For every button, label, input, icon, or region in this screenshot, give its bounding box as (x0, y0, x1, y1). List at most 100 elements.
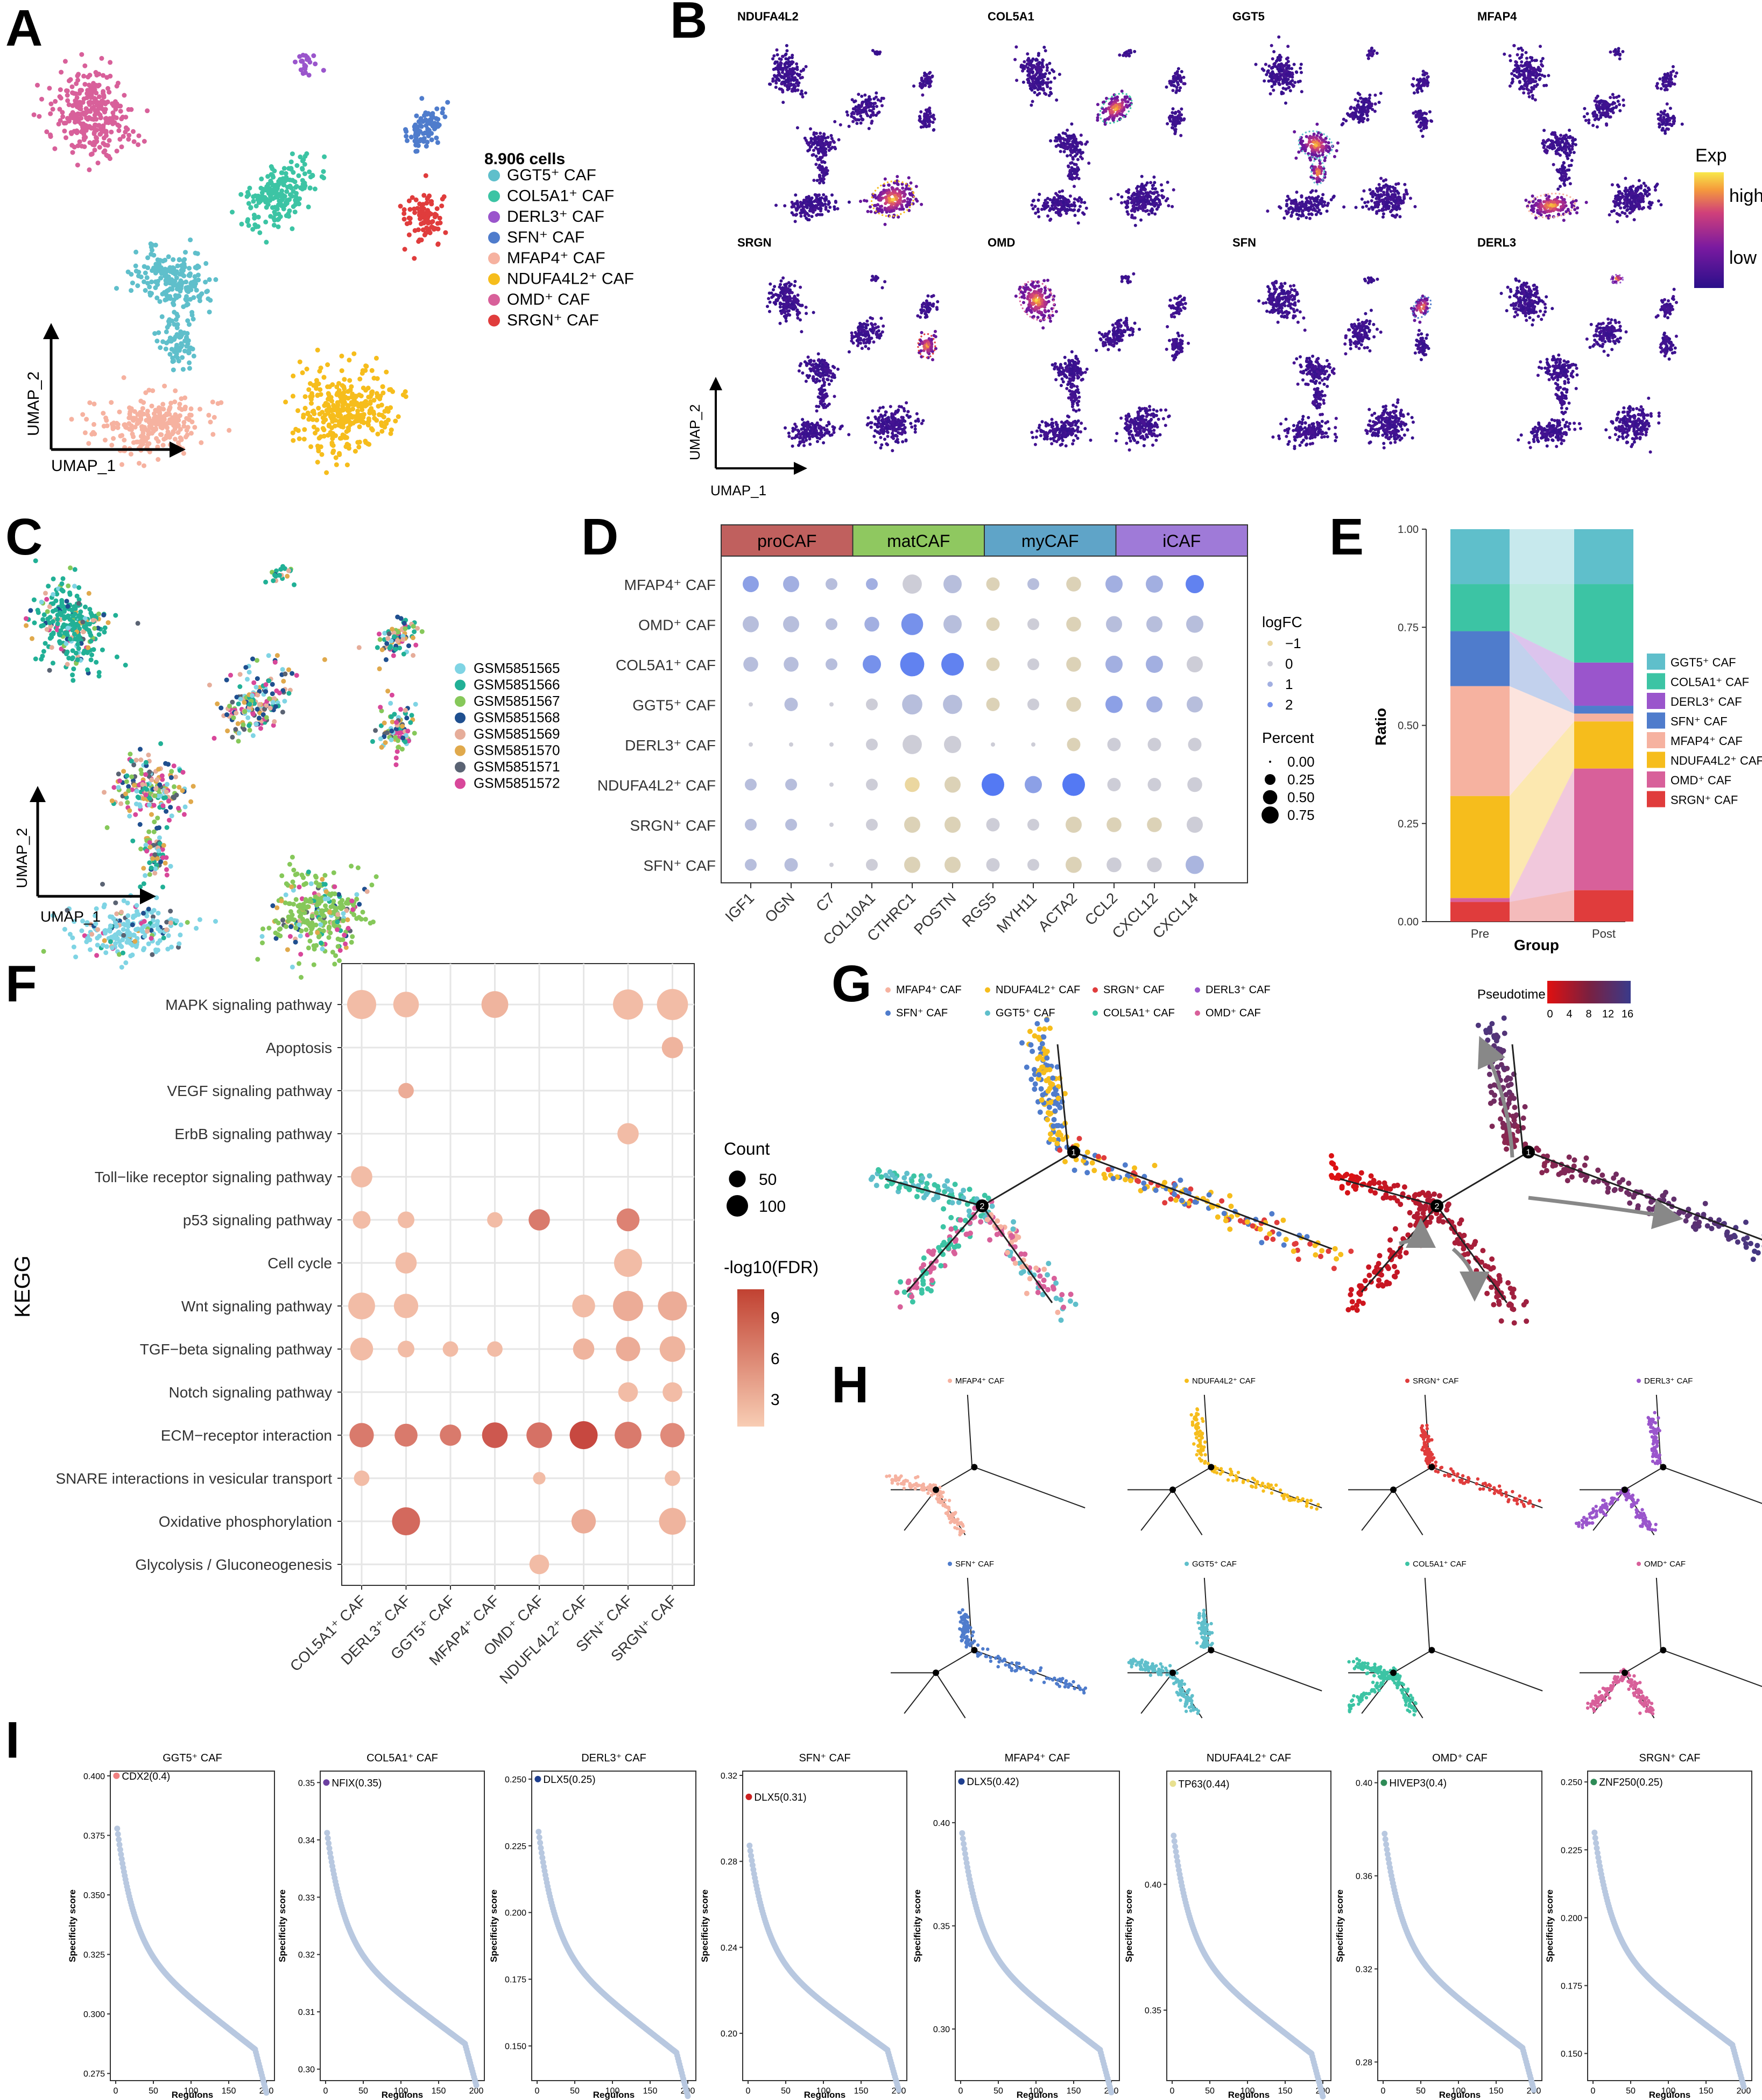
expr-point (1270, 76, 1274, 80)
cell-point (131, 139, 137, 144)
expr-point (1081, 151, 1084, 154)
cell-point (88, 152, 94, 157)
expr-point (1128, 196, 1132, 200)
cluster-sfn (403, 96, 450, 154)
expr-point (1291, 71, 1294, 75)
expr-point (819, 141, 822, 145)
expr-point (1300, 210, 1304, 214)
expr-point (852, 112, 856, 115)
expr-point (1254, 62, 1258, 66)
expr-point (799, 76, 802, 80)
expr-point (785, 44, 788, 47)
cell-point (301, 412, 306, 418)
cell-point (427, 193, 432, 199)
expr-point (1315, 122, 1319, 126)
cell-point (91, 131, 97, 136)
expr-point (1027, 72, 1031, 75)
cell-point (345, 415, 350, 420)
expr-point (1335, 149, 1338, 152)
expr-point (1599, 99, 1603, 103)
cell-point (295, 199, 300, 205)
expr-point (1292, 62, 1296, 66)
cell-point (174, 286, 180, 292)
expr-point (1286, 56, 1289, 60)
cluster-ggt5 (114, 237, 219, 373)
expr-point (1285, 66, 1288, 70)
cell-point (82, 144, 87, 149)
expr-point (1176, 81, 1180, 85)
expr-point (1294, 156, 1298, 160)
expr-point (1151, 200, 1155, 203)
expr-point (1386, 198, 1390, 202)
cell-point (138, 398, 144, 404)
cell-point (123, 125, 129, 130)
expr-point (1516, 64, 1520, 68)
expr-point (854, 118, 858, 122)
expr-point (1309, 144, 1313, 148)
expr-point (1595, 116, 1598, 120)
expr-point (1061, 201, 1065, 205)
expr-point (1069, 144, 1073, 148)
cell-point (188, 406, 194, 411)
expr-point (1284, 101, 1287, 105)
expr-point (1333, 154, 1336, 158)
cell-point (179, 283, 184, 289)
expr-point (901, 186, 905, 190)
expr-point (1525, 57, 1528, 60)
cell-point (132, 409, 137, 414)
expr-point (932, 128, 935, 132)
cell-point (412, 124, 417, 129)
expr-point (1515, 75, 1519, 79)
cell-point (292, 209, 298, 215)
cell-point (191, 317, 196, 322)
cell-point (91, 422, 96, 427)
cell-point (315, 427, 320, 432)
expr-point (1555, 168, 1559, 172)
expr-point (890, 192, 893, 195)
expr-point (864, 102, 868, 106)
expr-point (1413, 205, 1417, 208)
cell-point (154, 436, 159, 441)
cell-point (171, 300, 175, 306)
expr-point (1293, 81, 1297, 85)
expr-point (1574, 199, 1578, 202)
cell-point (160, 425, 165, 431)
expr-point (884, 195, 887, 199)
expr-point (1272, 50, 1276, 53)
cell-point (198, 406, 202, 412)
expr-point (822, 177, 826, 181)
expr-point (879, 198, 883, 202)
panel-a-clusters (31, 52, 450, 475)
expr-point (1411, 83, 1414, 87)
cell-point (369, 392, 374, 397)
expr-point (1322, 138, 1326, 142)
cell-point (311, 53, 316, 58)
expr-point (1180, 70, 1183, 73)
cell-point (302, 427, 307, 432)
expr-point (1313, 197, 1316, 201)
cell-point (425, 119, 430, 124)
expr-point (860, 117, 864, 121)
expr-point (1021, 69, 1025, 73)
expr-point (1136, 189, 1139, 193)
expr-point (875, 104, 879, 108)
cell-point (302, 161, 307, 167)
cell-point (77, 139, 82, 144)
expr-point (875, 95, 878, 99)
panel-letter-g: G (831, 955, 872, 1013)
expr-point (1412, 77, 1415, 81)
cell-point (187, 322, 192, 327)
expr-point (1067, 165, 1070, 168)
cell-point (246, 223, 251, 228)
expr-point (1547, 74, 1550, 78)
expr-point (1133, 50, 1137, 53)
expr-point (1524, 199, 1528, 202)
expr-point (1321, 153, 1324, 157)
expr-point (1037, 198, 1040, 202)
cell-point (306, 204, 311, 209)
expr-point (793, 220, 797, 223)
cell-point (423, 173, 428, 178)
cell-point (353, 394, 358, 399)
cell-point (419, 124, 424, 129)
expr-point (1304, 201, 1308, 205)
